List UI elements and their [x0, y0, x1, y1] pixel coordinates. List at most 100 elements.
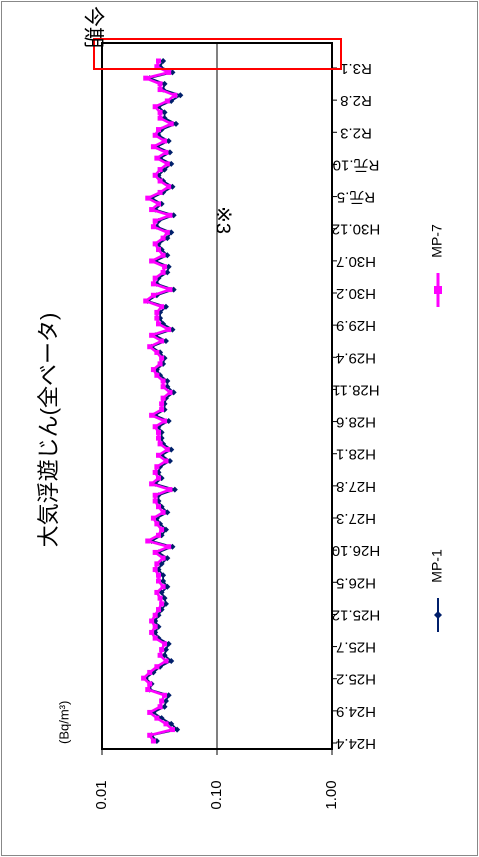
data-point — [150, 738, 156, 744]
data-point — [152, 104, 158, 110]
data-point — [159, 338, 165, 344]
data-point — [168, 658, 175, 664]
data-point — [145, 195, 151, 201]
x-tick-label: H28.1 — [336, 446, 376, 463]
data-point — [156, 127, 162, 133]
data-point — [166, 184, 172, 190]
data-point — [150, 515, 156, 521]
data-point — [150, 224, 156, 230]
x-tick-label: R元.5 — [337, 189, 375, 206]
data-point — [168, 121, 174, 127]
data-point — [164, 378, 171, 384]
data-point — [159, 401, 165, 407]
data-point — [150, 281, 156, 287]
data-point — [164, 161, 170, 167]
data-point — [152, 549, 158, 555]
data-point — [177, 92, 184, 99]
legend-label-group: MP-1 — [429, 549, 445, 583]
data-point — [150, 292, 156, 298]
data-point — [160, 509, 166, 515]
data-point — [161, 595, 168, 602]
annotation-group: ※3 — [212, 206, 234, 234]
x-tick-label: R元.10 — [333, 156, 380, 173]
data-point — [167, 389, 173, 395]
x-tick-label-group: H26.10 — [332, 542, 380, 559]
data-point — [154, 64, 160, 70]
data-point — [156, 247, 162, 253]
data-point — [160, 572, 167, 579]
data-point — [157, 178, 163, 184]
data-point — [163, 458, 169, 464]
data-point — [157, 361, 163, 367]
x-tick-label: H30.7 — [336, 253, 376, 270]
data-point — [154, 521, 160, 527]
x-tick-label-group: H25.12 — [332, 606, 380, 623]
data-point — [172, 120, 179, 127]
data-point — [149, 412, 155, 418]
data-point — [162, 264, 168, 270]
data-point — [160, 555, 166, 561]
data-point — [150, 144, 156, 150]
data-point — [152, 612, 158, 618]
data-point — [149, 258, 155, 264]
x-ticks-layer: H24.4 H24.9 H25.2 H25.7 H25.12 H26.5 H26.10 H27… — [332, 60, 380, 752]
x-tick-label-group: H25.2 — [336, 671, 376, 688]
data-point — [164, 583, 171, 590]
x-tick-label-group: H30.2 — [336, 285, 376, 302]
y-ticks-layer: 1.00 0.10 0.01 — [93, 749, 340, 810]
x-tick-label: H30.12 — [332, 221, 380, 238]
data-point — [159, 647, 165, 653]
data-point — [152, 424, 158, 430]
data-point — [156, 435, 162, 441]
data-point — [157, 115, 163, 121]
data-point — [160, 584, 166, 590]
x-tick-label-group: H29.9 — [336, 317, 376, 334]
data-point — [154, 464, 160, 470]
x-tick-label: H26.5 — [336, 574, 376, 591]
x-tick-label: R3.1 — [340, 60, 372, 77]
data-point — [167, 487, 173, 493]
y-tick-label-group: 0.01 — [93, 780, 110, 809]
data-point — [152, 492, 158, 498]
x-tick-label: H27.3 — [336, 510, 376, 527]
x-tick-label-group: H27.8 — [336, 478, 376, 495]
x-tick-label-group: H25.7 — [336, 639, 376, 656]
y-tick-label: 0.01 — [93, 780, 110, 809]
x-tick-label: H24.4 — [336, 735, 376, 752]
highlight-box — [93, 38, 342, 70]
data-point — [161, 703, 168, 710]
x-tick-label: H24.9 — [336, 703, 376, 720]
x-tick-label-group: H26.5 — [336, 574, 376, 591]
data-point — [160, 578, 167, 584]
data-point — [156, 429, 162, 435]
x-tick-label-group: R元.10 — [333, 156, 380, 173]
data-point — [165, 418, 172, 424]
data-point — [147, 681, 153, 687]
data-point — [154, 309, 160, 315]
legend-label: MP-7 — [429, 224, 445, 258]
chart-title: 大気浮遊じん(全ベータ) — [36, 313, 61, 548]
x-tick-label: H28.6 — [336, 414, 376, 431]
x-tick-label-group: R2.3 — [340, 124, 372, 141]
data-point — [149, 629, 155, 635]
data-point — [154, 315, 160, 321]
x-tick-label: R2.3 — [340, 124, 372, 141]
data-point — [154, 561, 160, 567]
data-point — [162, 526, 169, 533]
data-point — [157, 109, 163, 115]
x-tick-label: H29.4 — [336, 349, 376, 366]
data-point — [165, 138, 172, 144]
data-point — [162, 698, 169, 704]
data-point — [157, 189, 163, 195]
data-point — [165, 263, 172, 270]
data-point — [165, 692, 172, 699]
x-tick-label-group: R2.8 — [340, 92, 372, 109]
data-point — [159, 355, 165, 361]
x-tick-label-group: H28.11 — [332, 381, 379, 398]
x-tick-label-group: H24.4 — [336, 735, 376, 752]
data-point — [163, 721, 169, 727]
data-point — [165, 640, 172, 647]
data-point — [156, 578, 162, 584]
data-point — [156, 504, 162, 510]
